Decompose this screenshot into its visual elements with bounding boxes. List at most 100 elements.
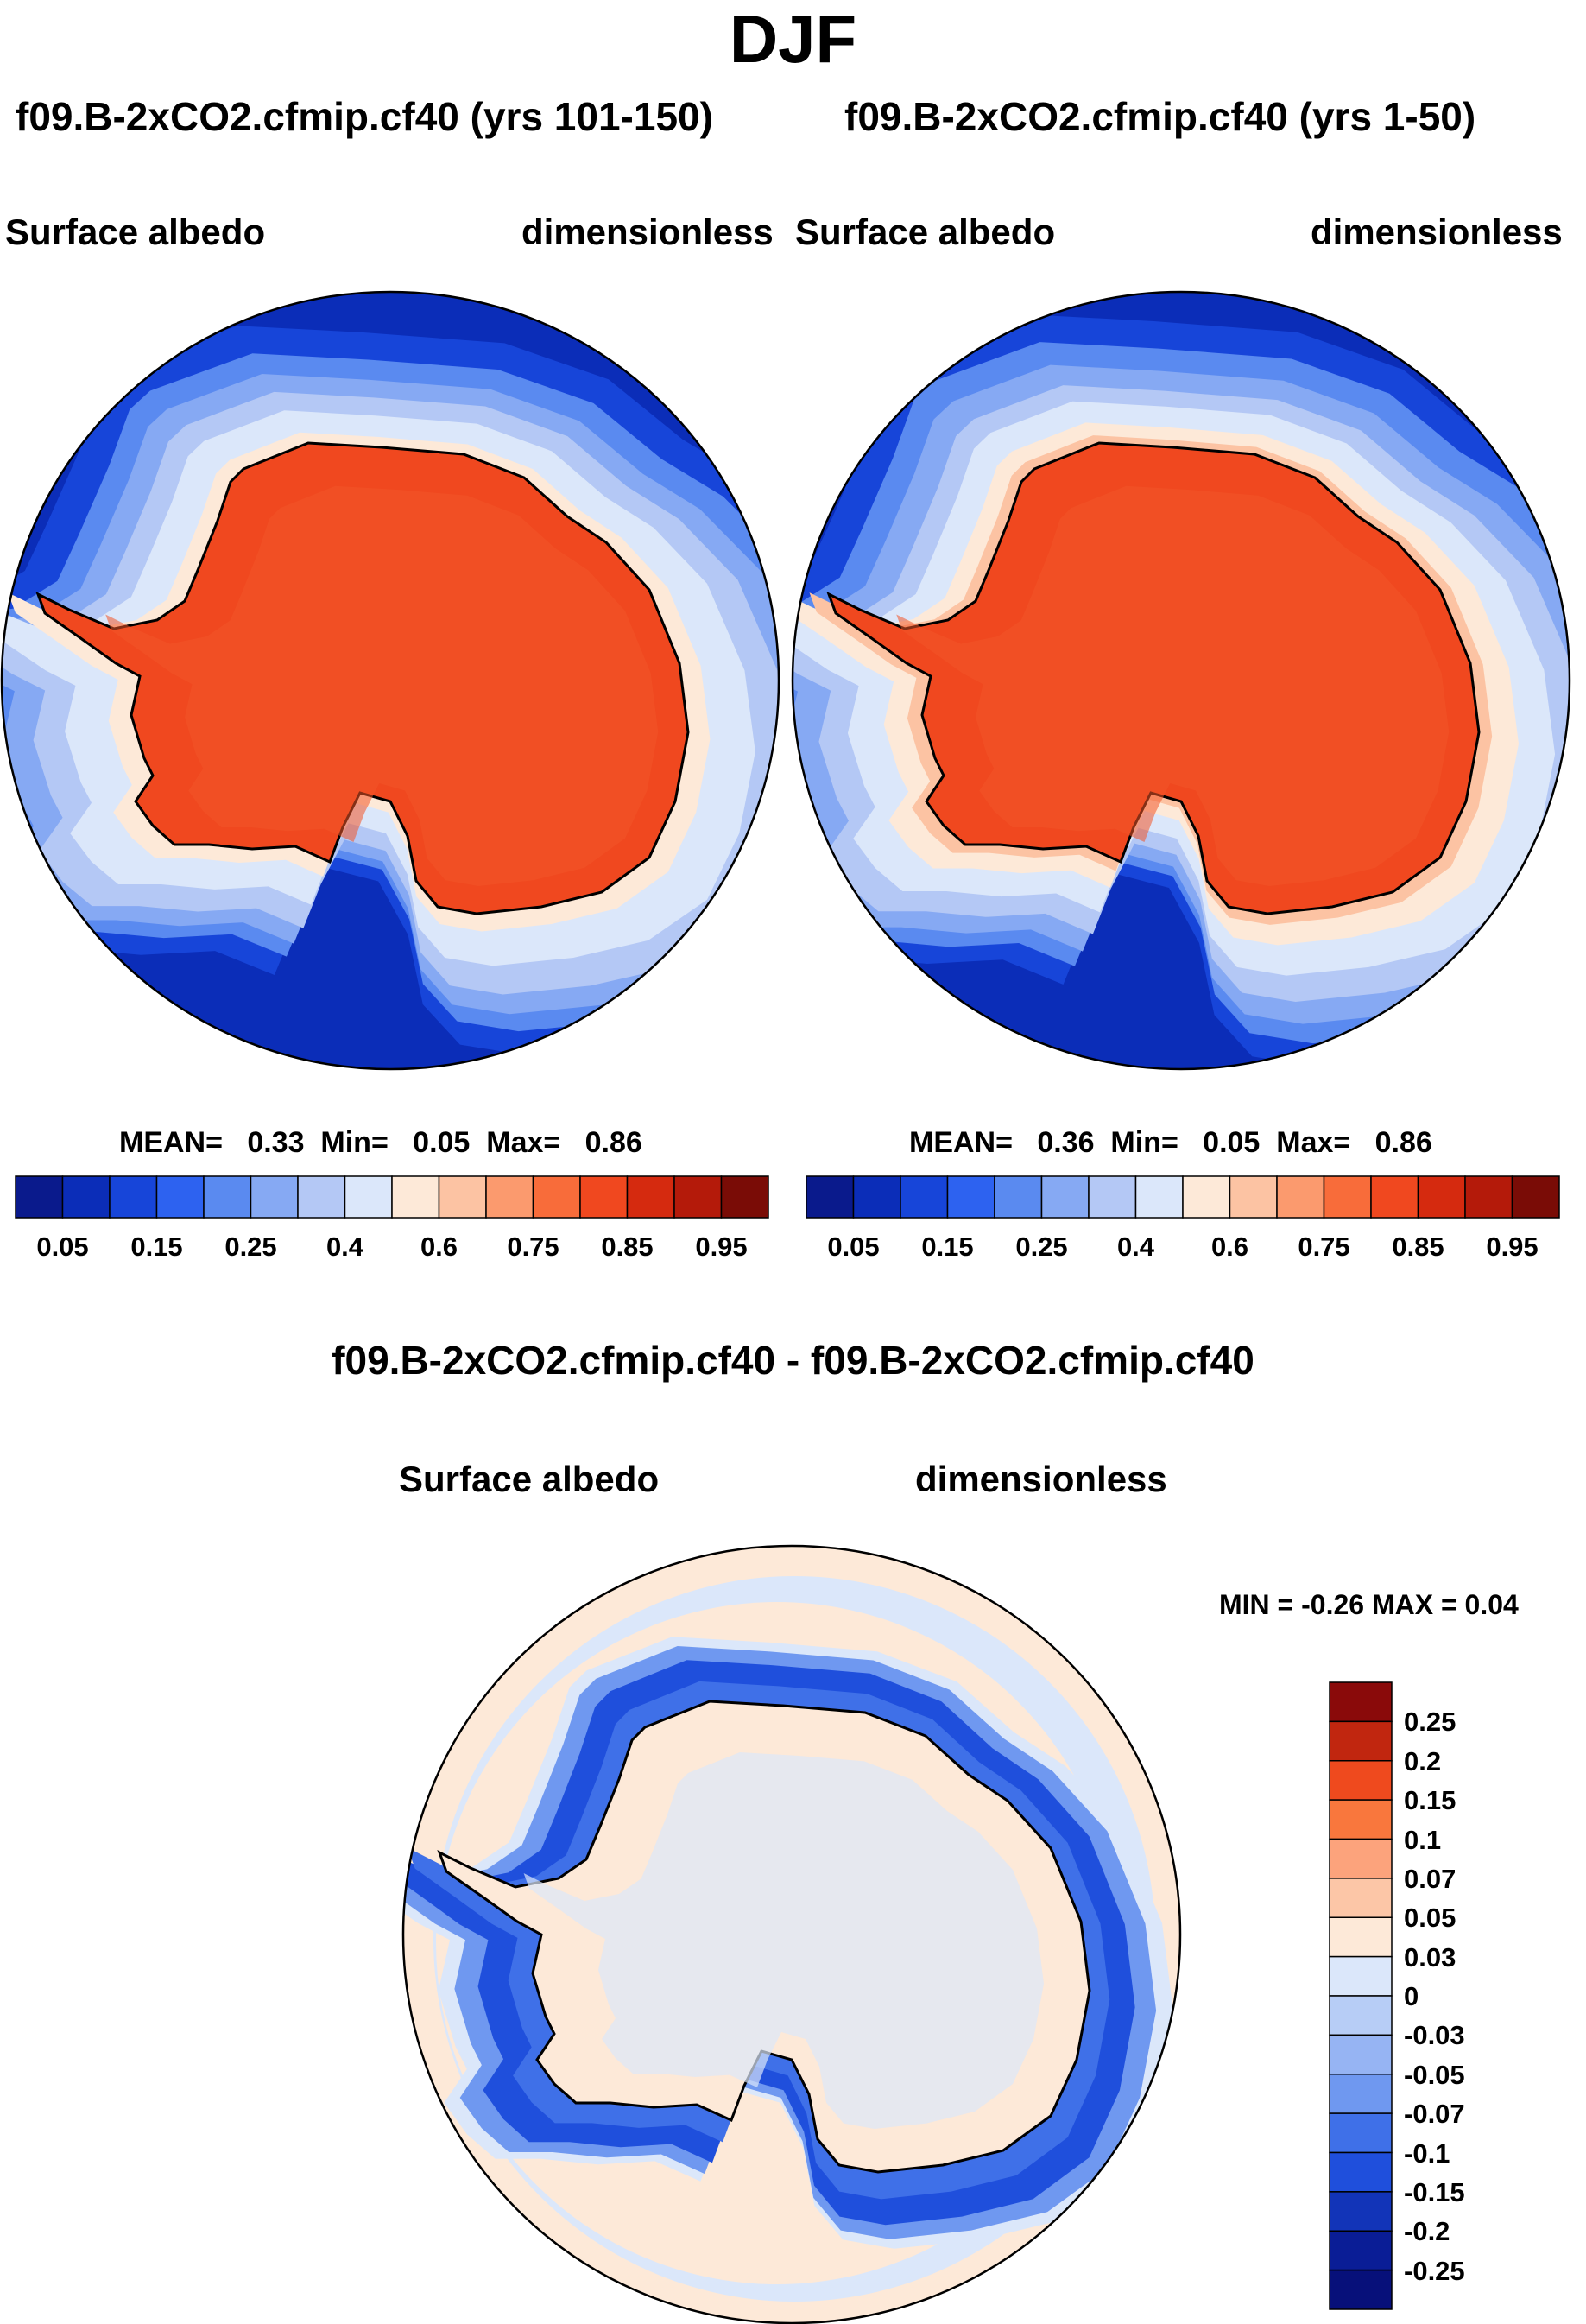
panel2-colorbar-tick-label: 0.95 bbox=[1486, 1232, 1539, 1262]
colorbar-box bbox=[1040, 1175, 1090, 1219]
colorbar-box bbox=[1329, 1799, 1393, 1840]
colorbar-box bbox=[155, 1175, 205, 1219]
panel1-case-title: f09.B-2xCO2.cfmip.cf40 (yrs 101-150) bbox=[16, 94, 713, 139]
difference-colorbar-tick-label: -0.07 bbox=[1404, 2099, 1465, 2130]
colorbar-box bbox=[1329, 1995, 1393, 2036]
colorbar-box bbox=[438, 1175, 487, 1219]
panel1-colorbar-tick-label: 0.05 bbox=[36, 1232, 89, 1262]
max-label: Max= bbox=[486, 1126, 561, 1159]
colorbar-box bbox=[1329, 2074, 1393, 2114]
colorbar-box bbox=[15, 1175, 64, 1219]
difference-colorbar-tick-label: 0.03 bbox=[1404, 1941, 1456, 1973]
colorbar-box bbox=[1329, 1878, 1393, 1918]
colorbar-box bbox=[1134, 1175, 1184, 1219]
diff-minmax: MIN = -0.26 MAX = 0.04 bbox=[1219, 1589, 1519, 1620]
colorbar-box bbox=[344, 1175, 393, 1219]
mean-value: 0.36 bbox=[1037, 1126, 1095, 1159]
max-label: Max= bbox=[1276, 1126, 1351, 1159]
difference-colorbar-tick-label: -0.03 bbox=[1404, 2020, 1465, 2051]
panel1-colorbar-tick-label: 0.4 bbox=[325, 1232, 364, 1262]
panel2-colorbar-tick-label: 0.05 bbox=[827, 1232, 880, 1262]
colorbar-box bbox=[203, 1175, 252, 1219]
colorbar-box bbox=[1329, 1916, 1393, 1958]
difference-colorbar-tick-label: 0.2 bbox=[1404, 1745, 1442, 1776]
difference-colorbar-tick-label: -0.05 bbox=[1404, 2059, 1465, 2090]
colorbar-box bbox=[1370, 1175, 1419, 1219]
colorbar-box bbox=[1182, 1175, 1231, 1219]
colorbar-box bbox=[109, 1175, 158, 1219]
panel2-colorbar bbox=[806, 1175, 1560, 1219]
max-value: 0.86 bbox=[584, 1126, 642, 1159]
panel1-colorbar-tick-label: 0.85 bbox=[601, 1232, 654, 1262]
min-label: Min= bbox=[320, 1126, 389, 1159]
colorbar-box bbox=[1323, 1175, 1372, 1219]
panel1-variable-label: Surface albedo bbox=[5, 212, 266, 252]
difference-colorbar-tick-label: 0.1 bbox=[1404, 1824, 1442, 1855]
panel2-colorbar-tick-label: 0.25 bbox=[1015, 1232, 1068, 1262]
colorbar-box bbox=[1088, 1175, 1137, 1219]
colorbar-box bbox=[994, 1175, 1043, 1219]
colorbar-box bbox=[61, 1175, 111, 1219]
colorbar-box bbox=[1329, 2230, 1393, 2271]
colorbar-box bbox=[1417, 1175, 1466, 1219]
max-value: 0.86 bbox=[1374, 1126, 1432, 1159]
panel2-colorbar-tick-label: 0.75 bbox=[1298, 1232, 1350, 1262]
mean-label: MEAN= bbox=[119, 1126, 223, 1159]
min-value: 0.05 bbox=[1203, 1126, 1261, 1159]
diff-variable-label: Surface albedo bbox=[399, 1459, 660, 1499]
difference-colorbar-tick-label: -0.1 bbox=[1404, 2137, 1450, 2169]
colorbar-box bbox=[1464, 1175, 1513, 1219]
difference-map bbox=[401, 1544, 1182, 2324]
panel1-units-label: dimensionless bbox=[521, 212, 774, 252]
colorbar-box bbox=[1329, 1720, 1393, 1762]
colorbar-box bbox=[720, 1175, 769, 1219]
panel2-units-label: dimensionless bbox=[1311, 212, 1563, 252]
panel2-map bbox=[791, 290, 1571, 1071]
colorbar-box bbox=[391, 1175, 440, 1219]
colorbar-box bbox=[579, 1175, 629, 1219]
difference-colorbar-tick-label: -0.15 bbox=[1404, 2176, 1465, 2207]
colorbar-box bbox=[1329, 1838, 1393, 1879]
panel2-stats: MEAN= 0.36 Min= 0.05 Max= 0.86 bbox=[909, 1128, 1432, 1157]
difference-colorbar-tick-label: 0 bbox=[1404, 1981, 1419, 2011]
difference-colorbar-tick-label: -0.25 bbox=[1404, 2255, 1465, 2286]
colorbar-box bbox=[1329, 1955, 1393, 1997]
min-value: 0.05 bbox=[413, 1126, 471, 1159]
panel2-colorbar-tick-label: 0.85 bbox=[1392, 1232, 1444, 1262]
difference-colorbar-tick-label: -0.2 bbox=[1404, 2216, 1450, 2247]
panel1-colorbar bbox=[15, 1175, 769, 1219]
panel2-colorbar-tick-label: 0.15 bbox=[921, 1232, 974, 1262]
panel1-colorbar-tick-label: 0.95 bbox=[695, 1232, 748, 1262]
panel2-variable-label: Surface albedo bbox=[795, 212, 1056, 252]
colorbar-box bbox=[1329, 1760, 1393, 1801]
colorbar-box bbox=[626, 1175, 675, 1219]
colorbar-box bbox=[532, 1175, 581, 1219]
colorbar-box bbox=[1329, 2151, 1393, 2193]
difference-title: f09.B-2xCO2.cfmip.cf40 - f09.B-2xCO2.cfm… bbox=[332, 1338, 1254, 1383]
difference-colorbar-tick-label: 0.05 bbox=[1404, 1903, 1456, 1934]
colorbar-box bbox=[297, 1175, 346, 1219]
panel1-map bbox=[0, 290, 780, 1071]
panel2-case-title: f09.B-2xCO2.cfmip.cf40 (yrs 1-50) bbox=[844, 94, 1476, 139]
colorbar-box bbox=[1276, 1175, 1325, 1219]
colorbar-box bbox=[806, 1175, 855, 1219]
difference-colorbar-tick-label: 0.25 bbox=[1404, 1707, 1456, 1738]
difference-colorbar bbox=[1329, 1681, 1393, 2310]
panel2-colorbar-tick-label: 0.6 bbox=[1210, 1232, 1249, 1262]
min-label: Min= bbox=[1110, 1126, 1178, 1159]
colorbar-box bbox=[1329, 2269, 1393, 2310]
mean-label: MEAN= bbox=[909, 1126, 1013, 1159]
colorbar-box bbox=[1229, 1175, 1278, 1219]
mean-value: 0.33 bbox=[247, 1126, 305, 1159]
colorbar-box bbox=[1329, 2191, 1393, 2232]
colorbar-box bbox=[250, 1175, 299, 1219]
panel1-colorbar-tick-label: 0.15 bbox=[130, 1232, 183, 1262]
colorbar-box bbox=[946, 1175, 995, 1219]
panel1-colorbar-tick-label: 0.75 bbox=[507, 1232, 559, 1262]
panel1-colorbar-tick-label: 0.6 bbox=[420, 1232, 458, 1262]
colorbar-box bbox=[852, 1175, 901, 1219]
difference-colorbar-tick-label: 0.07 bbox=[1404, 1863, 1456, 1894]
panel1-colorbar-tick-label: 0.25 bbox=[224, 1232, 277, 1262]
panel1-stats: MEAN= 0.33 Min= 0.05 Max= 0.86 bbox=[119, 1128, 642, 1157]
